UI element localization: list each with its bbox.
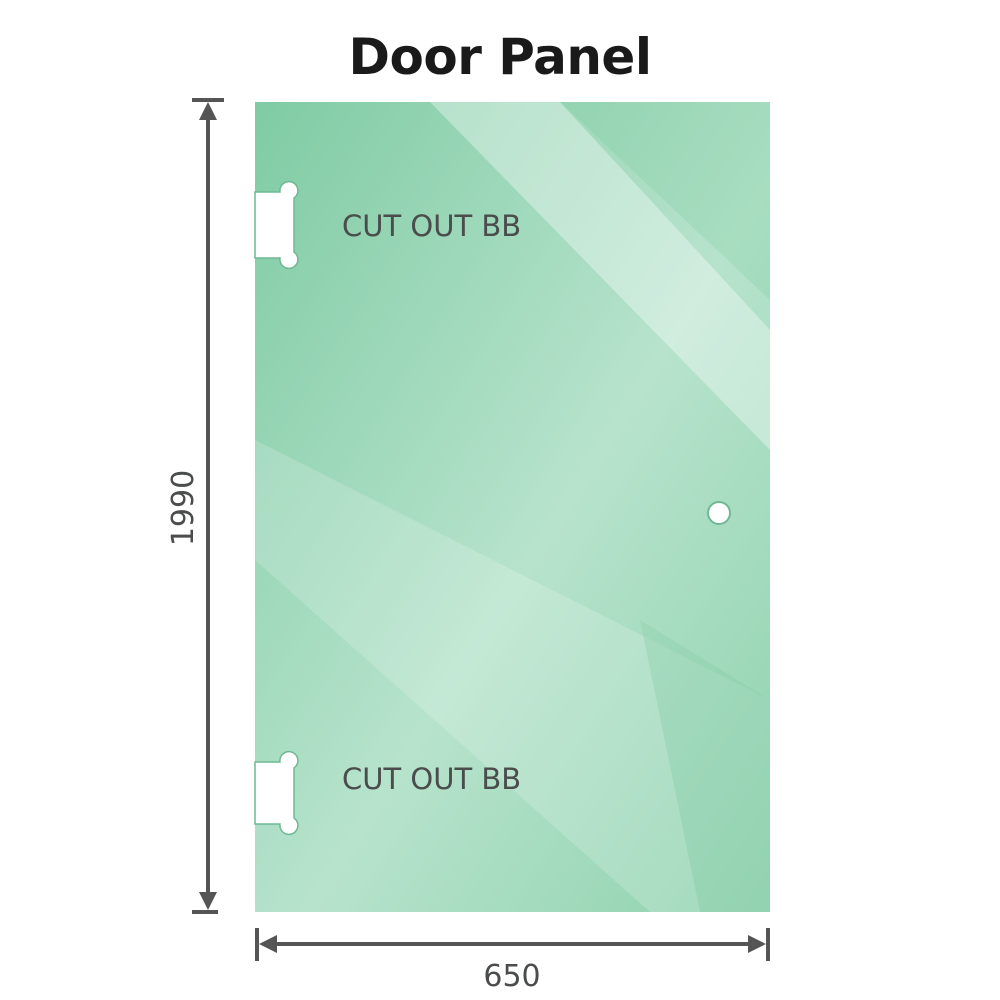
cutout-bottom [254, 750, 299, 836]
glass-reflection [255, 440, 770, 912]
glass-shade [560, 102, 770, 300]
width-dimension-line [255, 928, 770, 961]
width-dimension-label: 650 [483, 959, 540, 994]
glass-shade [640, 620, 770, 912]
height-dimension-label: 1990 [166, 470, 201, 546]
handle-hole [707, 501, 731, 525]
height-dimension-line [192, 98, 224, 914]
glass-panel [255, 102, 770, 912]
cutout-label-bottom: CUT OUT BB [342, 762, 521, 796]
cutout-top [254, 180, 299, 270]
glass-reflection [430, 102, 770, 450]
page-title: Door Panel [348, 28, 652, 86]
cutout-label-top: CUT OUT BB [342, 209, 521, 243]
